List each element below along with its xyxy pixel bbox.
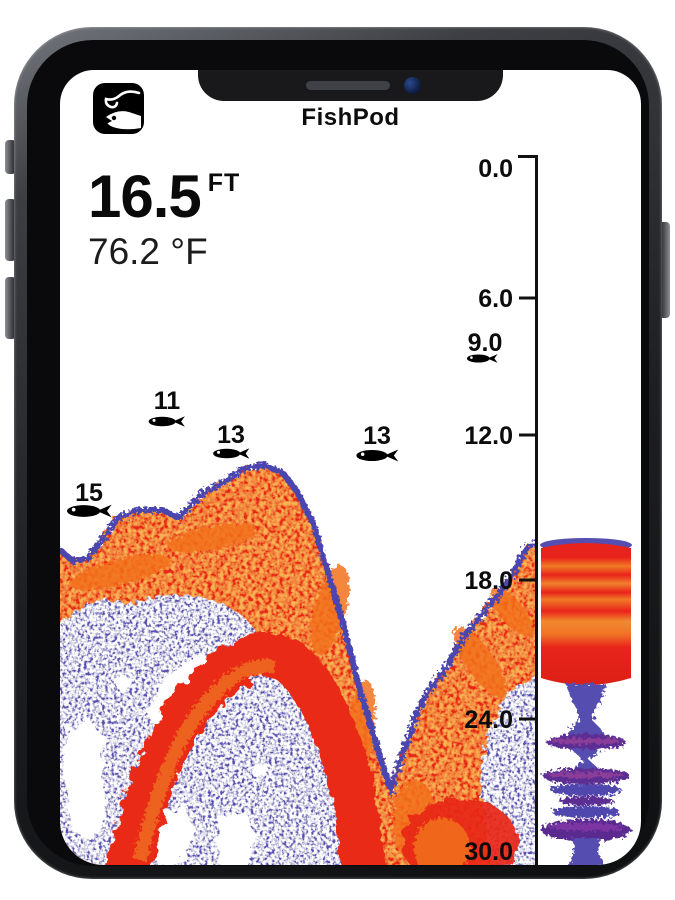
fish-icon — [213, 448, 250, 459]
fish-body-icon — [105, 111, 141, 130]
phone-frame: 0.0 6.0 12.0 18.0 24.0 30.0 9.0 — [14, 27, 662, 879]
fishing-line-icon — [104, 90, 141, 109]
axis-label-6: 6.0 — [478, 285, 513, 313]
axis-label-0: 0.0 — [478, 155, 513, 183]
fish-depth-label: 11 — [154, 387, 181, 415]
depth-axis — [518, 155, 538, 865]
depth-axis-labels: 0.0 6.0 12.0 18.0 24.0 30.0 — [464, 155, 513, 865]
fish-depth-label: 15 — [75, 479, 103, 507]
notch — [198, 70, 503, 101]
bottom-echo-arch-core — [133, 659, 276, 862]
fish-markers: 9.0 11 13 13 — [67, 329, 503, 518]
fish-depth-label: 13 — [363, 422, 391, 450]
fish-icon — [148, 416, 185, 427]
volume-up-button[interactable] — [5, 199, 16, 261]
app-title: FishPod — [301, 104, 400, 131]
water-temperature: 76.2 °F — [88, 231, 208, 272]
fish-icon — [356, 449, 399, 462]
sonar-chart: 0.0 6.0 12.0 18.0 24.0 30.0 9.0 — [60, 155, 632, 865]
axis-label-24: 24.0 — [464, 706, 513, 734]
bottom-echo-arch — [107, 632, 385, 865]
axis-label-30: 30.0 — [464, 838, 513, 865]
app-logo-icon[interactable] — [93, 83, 144, 134]
fish-marker: 13 — [213, 421, 250, 459]
app-screen: 0.0 6.0 12.0 18.0 24.0 30.0 9.0 — [60, 70, 641, 865]
fish-marker: 11 — [148, 387, 185, 427]
bottom-fringe-blue — [60, 461, 537, 798]
flasher-column — [540, 538, 632, 865]
fish-depth-label: 13 — [217, 421, 245, 449]
fish-marker: 13 — [356, 422, 399, 462]
axis-label-12: 12.0 — [464, 422, 513, 450]
depth-unit: FT — [207, 169, 241, 197]
sonar-returns — [60, 461, 537, 865]
depth-value: 16.5 — [88, 163, 202, 230]
fish-marker: 15 — [67, 479, 112, 518]
axis-label-18: 18.0 — [464, 567, 513, 595]
flasher-tail — [541, 684, 631, 865]
flasher-strong-return — [541, 543, 631, 685]
power-button[interactable] — [659, 222, 670, 318]
fish-depth-label: 9.0 — [468, 329, 503, 357]
depth-readout: 16.5 FT 76.2 °F — [88, 167, 240, 273]
fish-icon — [67, 504, 112, 518]
speaker-grille — [306, 81, 390, 90]
mute-switch[interactable] — [5, 140, 16, 174]
volume-down-button[interactable] — [5, 277, 16, 339]
fish-marker: 9.0 — [466, 329, 503, 363]
phone-bezel: 0.0 6.0 12.0 18.0 24.0 30.0 9.0 — [27, 40, 649, 866]
front-camera — [404, 77, 421, 94]
bottom-right-orange — [414, 818, 470, 865]
